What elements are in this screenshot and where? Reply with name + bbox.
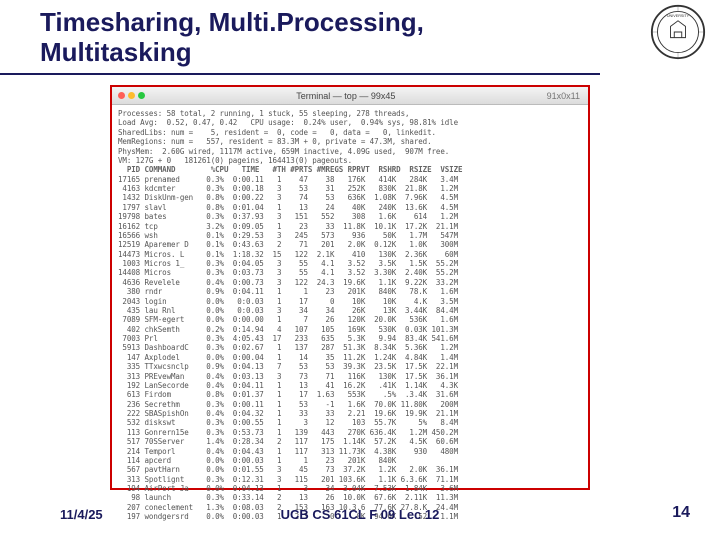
- top-summary: Processes: 58 total, 2 running, 1 stuck,…: [118, 109, 582, 165]
- process-list: 17165 prenamed 0.3% 0:00.11 1 47 38 176K…: [118, 175, 582, 522]
- footer-date: 11/4/25: [60, 507, 103, 522]
- terminal-titlebar: Terminal — top — 99x45 91x0x11: [112, 87, 588, 105]
- footer-course: UCB CS 61CL F 09 Lec 12: [281, 507, 440, 522]
- window-traffic-lights: [118, 92, 145, 99]
- terminal-window-title: Terminal — top — 99x45: [145, 91, 547, 101]
- process-header-row: PID COMMAND %CPU TIME #TH #PRTS #MREGS R…: [118, 165, 582, 174]
- terminal-body: Processes: 58 total, 2 running, 1 stuck,…: [112, 105, 588, 526]
- close-dot: [118, 92, 125, 99]
- slide-title-line2: Multitasking: [40, 37, 192, 67]
- zoom-dot: [138, 92, 145, 99]
- university-seal: UNIVERSITY: [650, 4, 706, 60]
- title-underline: [0, 73, 600, 75]
- footer-page-number: 14: [672, 504, 690, 522]
- minimize-dot: [128, 92, 135, 99]
- terminal-screenshot: Terminal — top — 99x45 91x0x11 Processes…: [110, 85, 590, 490]
- terminal-dimensions: 91x0x11: [547, 91, 580, 101]
- slide-title-line1: Timesharing, Multi.Processing,: [40, 7, 424, 37]
- svg-text:UNIVERSITY: UNIVERSITY: [667, 14, 690, 18]
